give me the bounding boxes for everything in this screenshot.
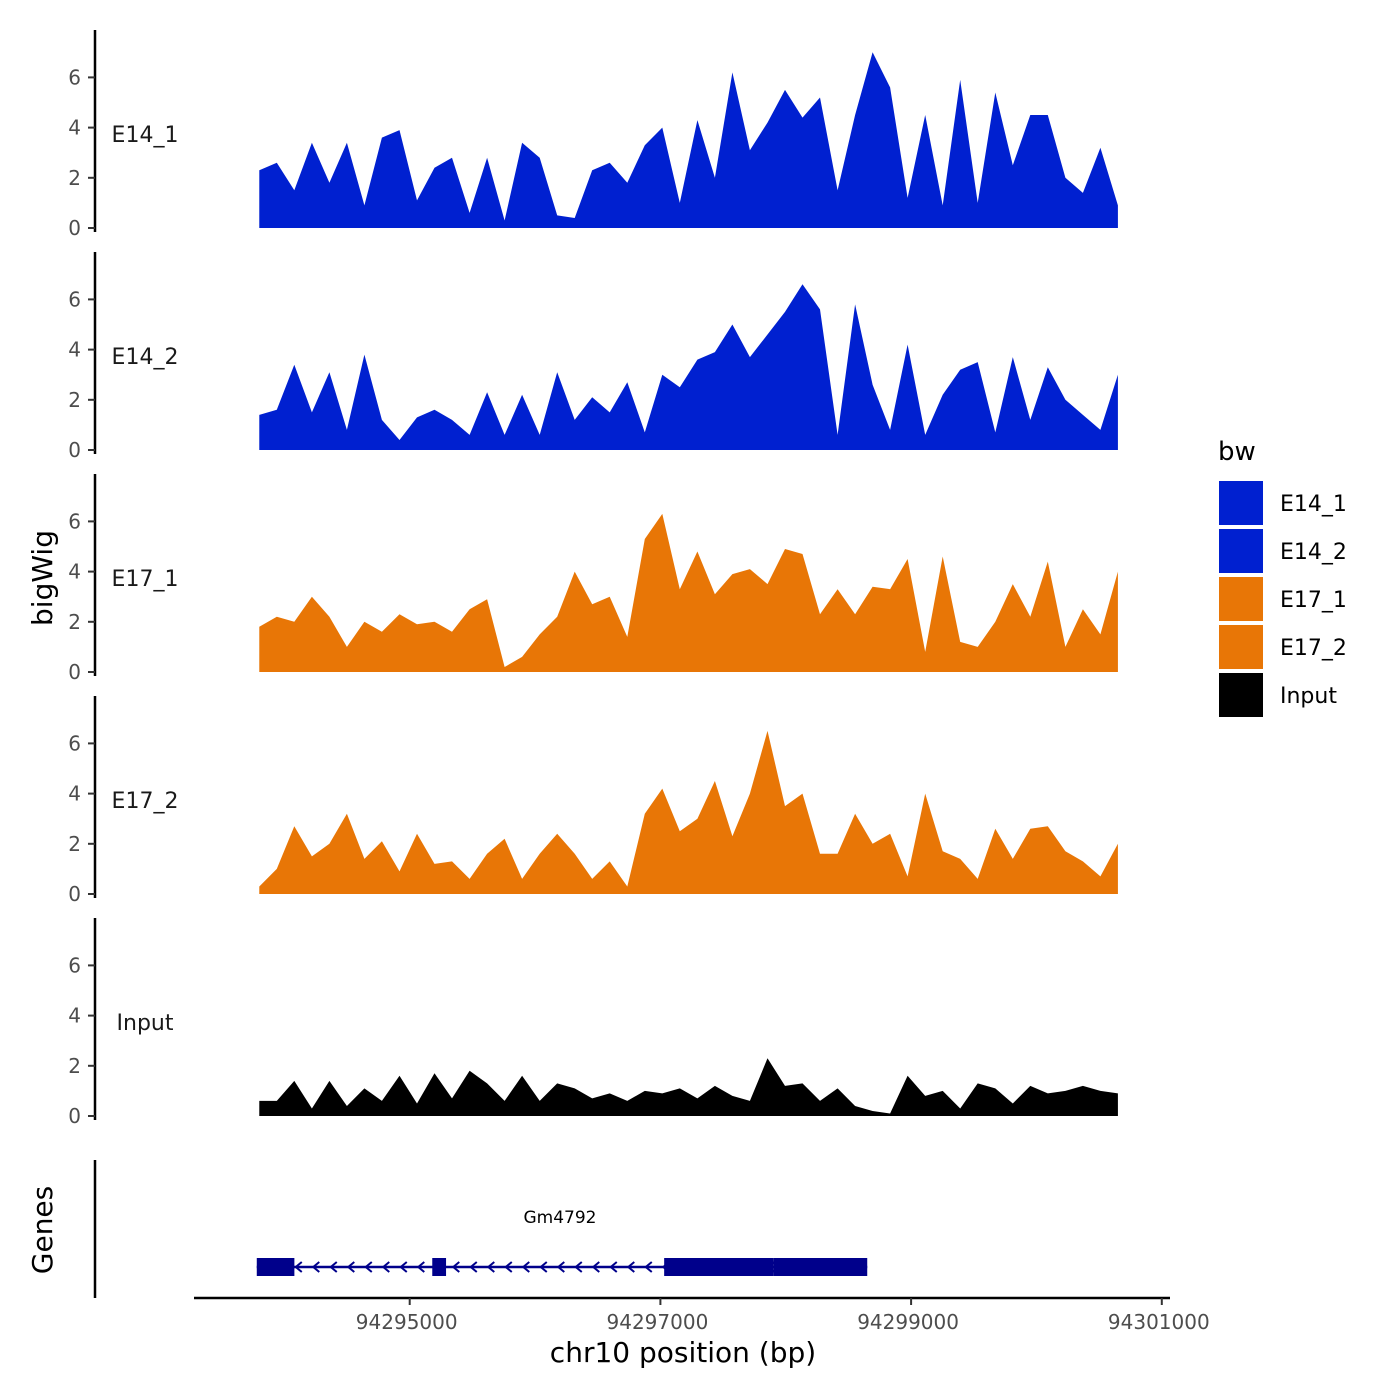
track-label-Input: Input [117,1011,174,1036]
strand-arrow [364,1261,373,1273]
legend-label-E17_1: E17_1 [1280,588,1347,613]
y-tick-label: 0 [68,660,81,684]
gene-exon [432,1258,447,1276]
y-tick-label: 2 [68,1054,81,1078]
track-panel-E14_1: 0 2 4 6 E14_1 [68,30,1118,240]
legend: bw E14_1 E14_2 E17_1 E17_2 Input [1217,437,1347,719]
track-label-E17_1: E17_1 [112,567,179,592]
y-tick-label: 0 [68,1104,81,1128]
gene-panel: Gm4792 [93,1160,868,1298]
y-tick-label: 6 [68,65,81,89]
signal-area-E17_2 [259,730,1118,894]
strand-arrow [329,1261,338,1273]
y-axis-title: bigWig [26,530,59,626]
strand-arrow [591,1261,600,1273]
y-tick-label: 0 [68,882,81,906]
strand-arrow [504,1261,513,1273]
strand-arrow [346,1261,355,1273]
gene-cds [773,1258,868,1276]
x-tick-label: 94297000 [607,1310,709,1334]
y-tick-label: 4 [68,116,81,140]
strand-arrow [451,1261,460,1273]
y-tick-label: 2 [68,166,81,190]
y-tick-label: 0 [68,438,81,462]
track-panel-E14_2: 0 2 4 6 E14_2 [68,252,1118,462]
track-label-E14_1: E14_1 [112,123,179,148]
strand-arrow [416,1261,425,1273]
strand-arrow [521,1261,530,1273]
legend-label-Input: Input [1280,684,1337,709]
strand-arrow [311,1261,320,1273]
track-panels: 0 2 4 6 E14_1 0 2 4 6 E14_2 0 2 4 6 E17_1 0 2 4 6 E17_2 0 2 4 6… [68,30,1118,1128]
signal-area-Input [259,1058,1118,1116]
track-panel-E17_1: 0 2 4 6 E17_1 [68,474,1118,684]
y-tick-label: 6 [68,731,81,755]
legend-label-E17_2: E17_2 [1280,636,1347,661]
legend-swatch-E14_1 [1217,479,1265,527]
gene-exon [256,1258,295,1276]
signal-area-E17_1 [259,513,1118,672]
legend-swatch-Input [1217,671,1265,719]
strand-arrow [399,1261,408,1273]
strand-arrow [469,1261,478,1273]
y-tick-label: 2 [68,832,81,856]
gene-Gm4792: Gm4792 [256,1208,868,1276]
x-axis: 94295000 94297000 94299000 94301000 [194,1296,1210,1334]
strand-arrow [294,1261,303,1273]
legend-swatch-E14_2 [1217,527,1265,575]
y-tick-label: 4 [68,560,81,584]
gene-name-label: Gm4792 [524,1208,597,1228]
track-label-E14_2: E14_2 [112,345,179,370]
y-tick-label: 4 [68,1004,81,1028]
track-panel-Input: 0 2 4 6 Input [68,918,1118,1128]
strand-arrow [644,1261,653,1273]
legend-label-E14_1: E14_1 [1280,492,1347,517]
signal-area-E14_1 [259,52,1118,228]
strand-arrow [556,1261,565,1273]
strand-arrow [626,1261,635,1273]
strand-arrow [609,1261,618,1273]
y-tick-label: 6 [68,509,81,533]
strand-arrow [574,1261,583,1273]
x-tick-label: 94299000 [857,1310,959,1334]
gene-exon [664,1258,774,1276]
genes-axis-title: Genes [26,1186,59,1274]
x-tick-label: 94301000 [1108,1310,1210,1334]
y-tick-label: 6 [68,953,81,977]
y-tick-label: 6 [68,287,81,311]
x-tick-label: 94295000 [356,1310,458,1334]
track-label-E17_2: E17_2 [112,789,179,814]
strand-arrow [539,1261,548,1273]
x-axis-title: chr10 position (bp) [550,1336,816,1369]
strand-arrow [381,1261,390,1273]
legend-title: bw [1218,437,1256,467]
signal-area-E14_2 [259,284,1118,450]
y-tick-label: 4 [68,782,81,806]
legend-swatch-E17_2 [1217,623,1265,671]
legend-swatch-E17_1 [1217,575,1265,623]
y-tick-label: 2 [68,610,81,634]
track-panel-E17_2: 0 2 4 6 E17_2 [68,696,1118,906]
legend-label-E14_2: E14_2 [1280,540,1347,565]
strand-arrow [486,1261,495,1273]
y-tick-label: 0 [68,216,81,240]
y-tick-label: 4 [68,338,81,362]
y-tick-label: 2 [68,388,81,412]
